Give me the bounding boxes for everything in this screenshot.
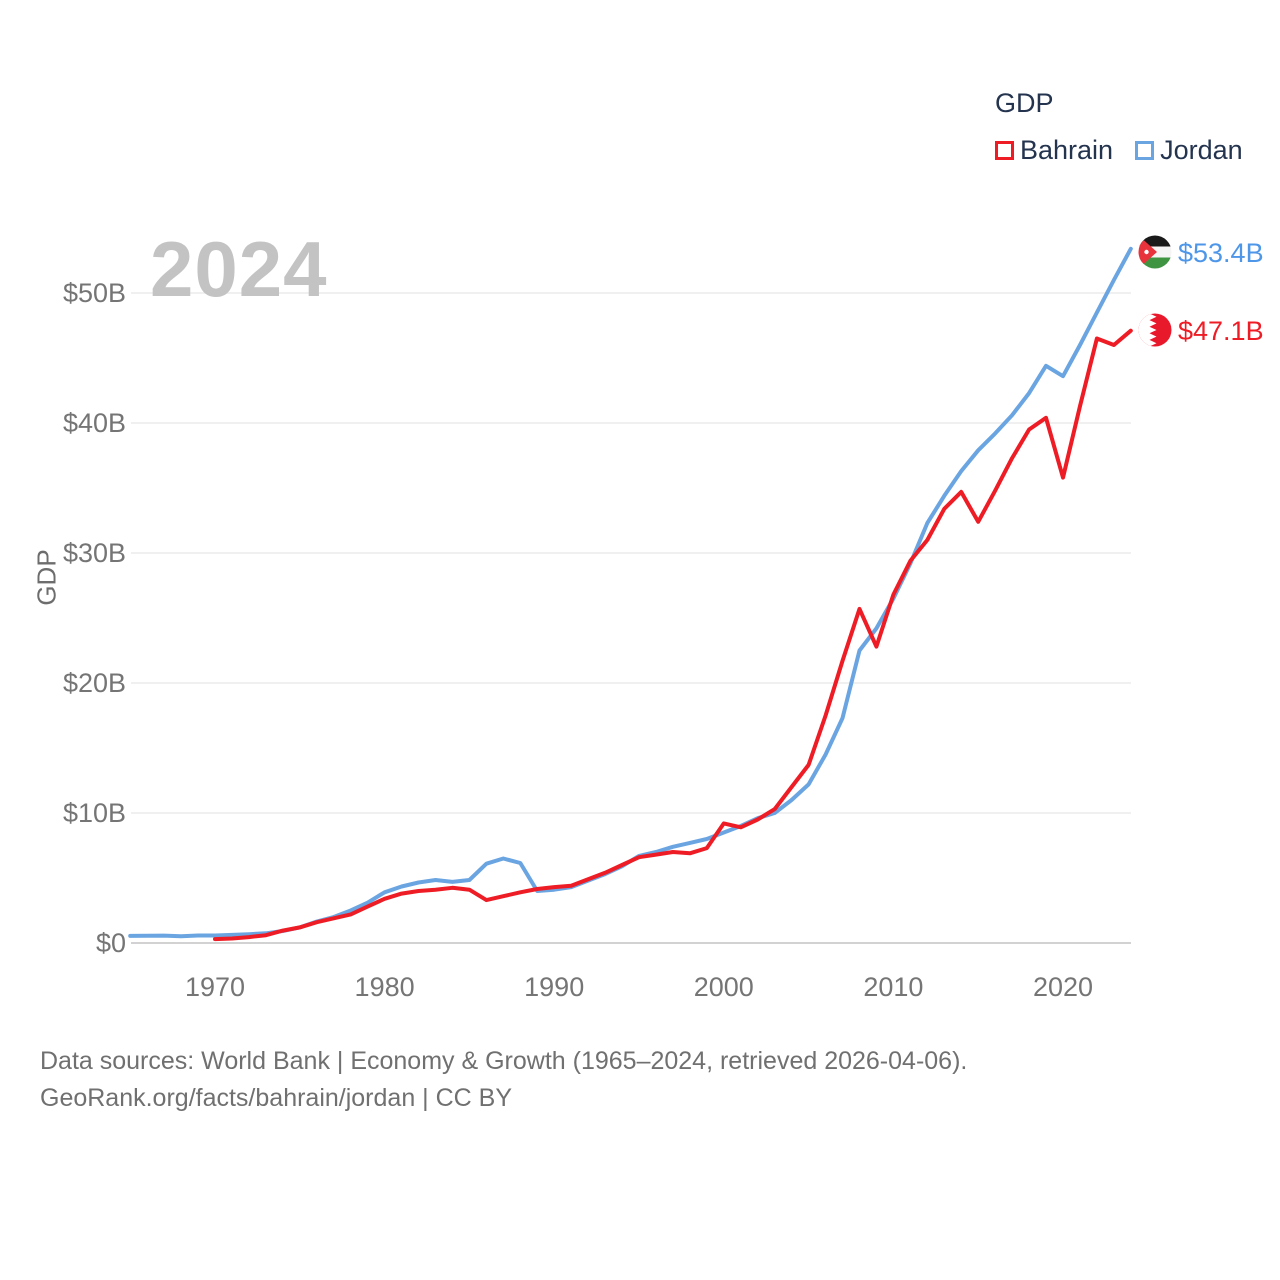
x-tick-label: 1990 xyxy=(524,972,585,1002)
gdp-line-jordan[interactable] xyxy=(128,246,1133,939)
jordan-end-value: $53.4B xyxy=(1178,238,1264,268)
legend-item-label-jordan: Jordan xyxy=(1160,135,1243,165)
x-tick-label: 2010 xyxy=(863,972,924,1002)
year-watermark: 2024 xyxy=(150,225,328,313)
bahrain-end-value: $47.1B xyxy=(1178,316,1264,346)
y-tick-label: $40B xyxy=(62,408,126,438)
y-tick-label: $10B xyxy=(62,798,126,828)
x-tick-label: 2020 xyxy=(1032,972,1094,1002)
footer: Data sources: World Bank | Economy & Gro… xyxy=(40,1043,967,1117)
jordan-swatch-icon xyxy=(1135,141,1155,160)
y-tick-label: $20B xyxy=(62,668,126,698)
legend-item-label-bahrain: Bahrain xyxy=(1020,135,1114,165)
footer-attribution: GeoRank.org/facts/bahrain/jordan | CC BY xyxy=(40,1084,513,1112)
y-tick-label: $50B xyxy=(62,278,126,308)
legend-items: Bahrain Jordan xyxy=(995,135,1243,166)
y-tick-label: $0 xyxy=(95,928,126,958)
gdp-line-bahrain[interactable] xyxy=(213,328,1133,942)
x-tick-label: 1970 xyxy=(184,972,246,1002)
y-tick-label: $30B xyxy=(62,538,126,568)
bahrain-flag-icon xyxy=(1138,313,1172,347)
x-tick-label: 2000 xyxy=(693,972,754,1002)
series-lines xyxy=(128,246,1133,942)
legend-title: GDP xyxy=(995,88,1054,118)
gridlines xyxy=(131,292,1131,944)
x-tick-label: 1980 xyxy=(354,972,415,1002)
footer-sources: Data sources: World Bank | Economy & Gro… xyxy=(40,1047,968,1075)
legend: GDP Bahrain Jordan xyxy=(995,88,1243,166)
legend-item-jordan[interactable]: Jordan xyxy=(1135,135,1243,166)
jordan-flag-icon xyxy=(1138,235,1172,269)
bahrain-swatch-icon xyxy=(995,141,1014,160)
legend-item-bahrain[interactable]: Bahrain xyxy=(995,135,1113,166)
